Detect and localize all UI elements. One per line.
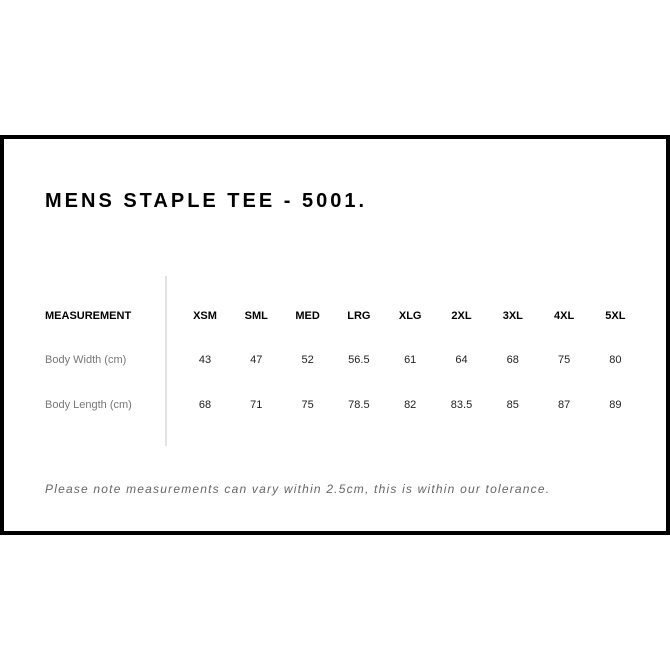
size-header: LRG: [347, 310, 371, 322]
page-title: MENS STAPLE TEE - 5001.: [45, 190, 368, 212]
size-header: 4XL: [554, 310, 575, 322]
table-cell: 83.5: [450, 399, 473, 411]
table-cell: 47: [250, 354, 263, 366]
table-cell: 68: [198, 399, 212, 411]
table-cell: 75: [557, 354, 571, 366]
size-header: SML: [244, 310, 268, 322]
table-cell: 85: [506, 399, 519, 411]
table-cell: 82: [404, 399, 417, 411]
table-cell: 56.5: [348, 354, 370, 366]
table-row: Body Width (cm) 43 47 52 56.5 61 64 68 75 80: [45, 354, 665, 374]
table-cell: 89: [609, 399, 622, 411]
table-cell: 75: [301, 399, 314, 411]
tolerance-note: Please note measurements can vary within…: [45, 482, 551, 496]
size-chart-frame: MENS STAPLE TEE - 5001. MEASUREMENT XSM S…: [0, 135, 670, 535]
column-divider: [165, 276, 167, 446]
table-cell: 71: [250, 399, 263, 411]
row-label: Body Length (cm): [45, 399, 132, 411]
table-cell: 52: [301, 354, 314, 366]
size-header: 2XL: [451, 310, 472, 322]
table-cell: 68: [506, 354, 519, 366]
size-header: MED: [295, 310, 320, 322]
table-header-row: MEASUREMENT XSM SML MED LRG XLG 2XL 3XL 4XL 5XL: [45, 310, 665, 330]
table-cell: 43: [198, 354, 212, 366]
size-header: 5XL: [605, 310, 626, 322]
table-cell: 78.5: [348, 399, 370, 411]
row-label: Body Width (cm): [45, 354, 127, 366]
size-header: 3XL: [502, 310, 523, 322]
size-header: XLG: [398, 310, 422, 322]
table-cell: 64: [455, 354, 468, 366]
table-cell: 61: [404, 354, 417, 366]
table-cell: 80: [609, 354, 622, 366]
table-cell: 87: [557, 399, 571, 411]
header-label: MEASUREMENT: [45, 310, 132, 322]
size-header: XSM: [193, 310, 217, 322]
table-row: Body Length (cm) 68 71 75 78.5 82 83.5 85 87 89: [45, 399, 665, 419]
